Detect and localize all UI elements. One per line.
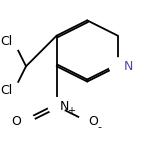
Text: N: N	[60, 100, 69, 113]
Text: Cl: Cl	[0, 84, 12, 97]
Circle shape	[109, 58, 126, 75]
Text: O: O	[89, 115, 99, 128]
Circle shape	[5, 82, 22, 99]
Circle shape	[79, 113, 96, 130]
Circle shape	[48, 98, 65, 114]
Circle shape	[18, 113, 35, 130]
Text: N: N	[124, 60, 133, 73]
Text: +: +	[67, 106, 75, 116]
Text: Cl: Cl	[0, 35, 12, 48]
Circle shape	[5, 33, 22, 50]
Text: O: O	[12, 115, 21, 128]
Text: -: -	[98, 122, 102, 132]
